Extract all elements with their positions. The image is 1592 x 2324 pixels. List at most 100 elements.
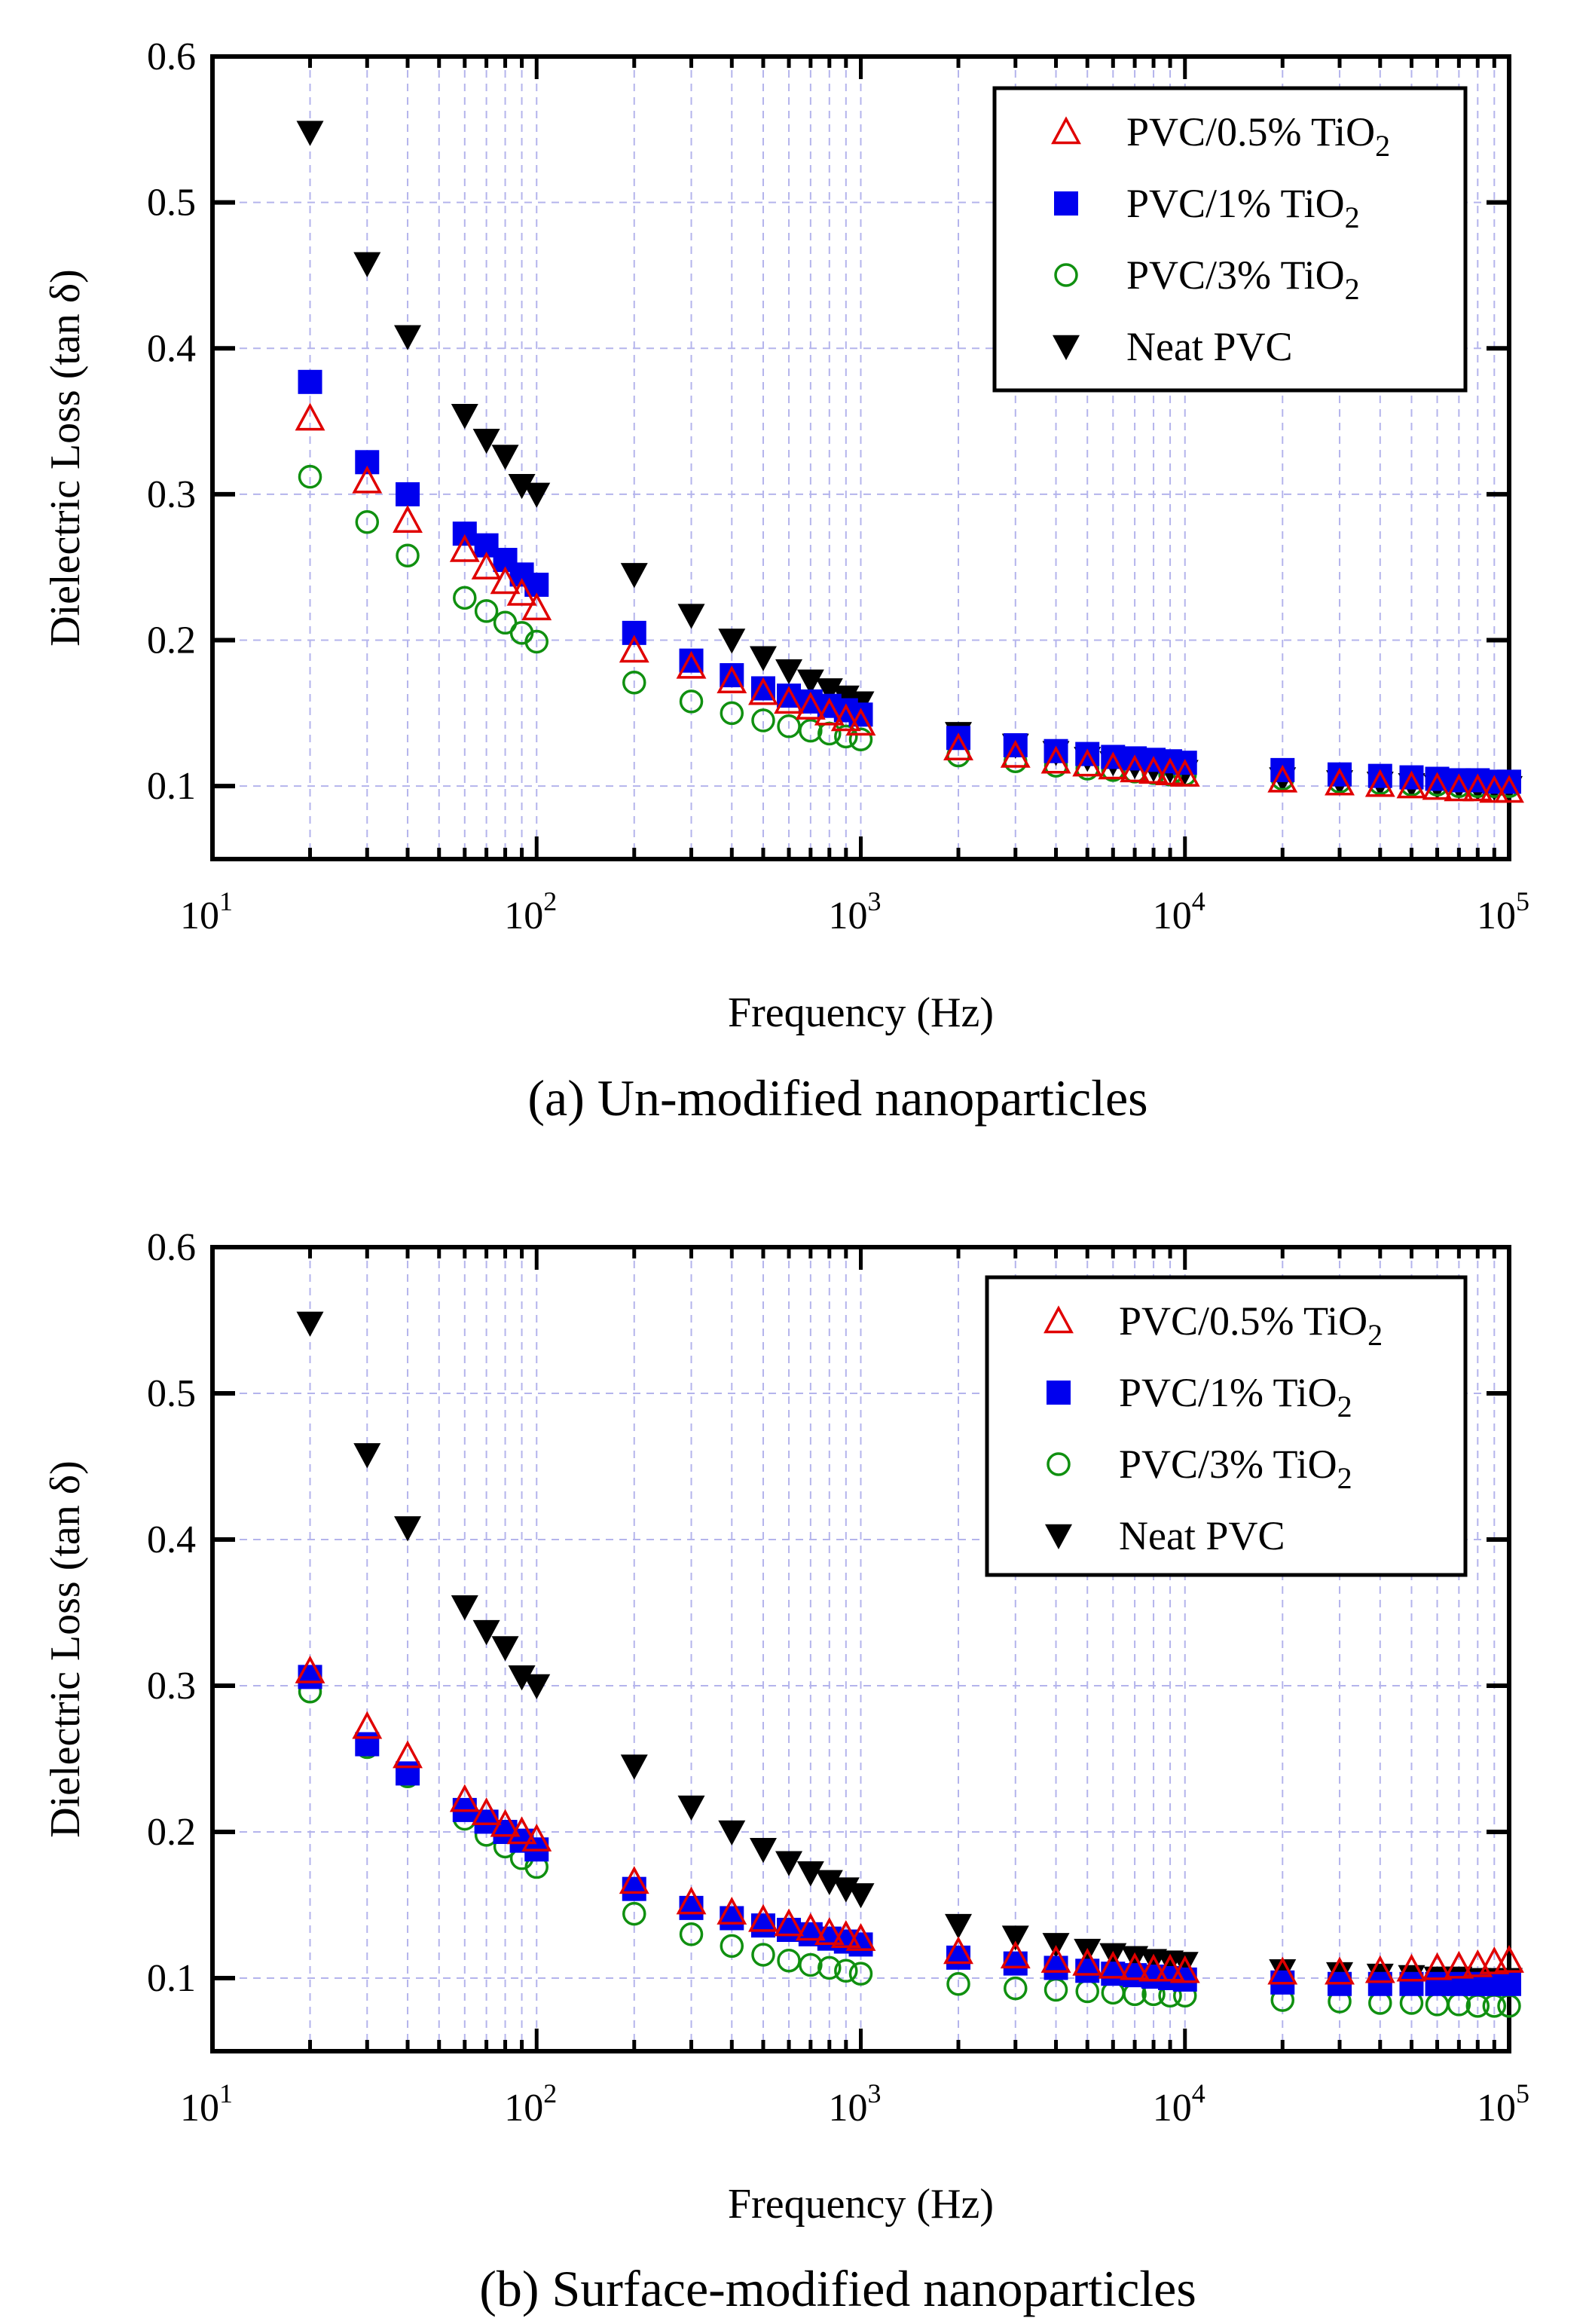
x-tick-exponent: 2	[543, 2078, 557, 2108]
x-tick-label: 104	[1153, 2078, 1205, 2130]
data-point	[1072, 748, 1103, 777]
x-tick-exponent: 5	[1516, 2078, 1529, 2108]
data-point	[845, 708, 876, 736]
data-point	[677, 604, 705, 629]
data-point	[848, 727, 873, 751]
data-point	[1267, 764, 1298, 793]
data-point	[1479, 775, 1510, 803]
x-tick-base: 10	[1477, 2087, 1516, 2130]
legend-marker	[1054, 191, 1078, 216]
data-point	[1121, 1946, 1149, 1971]
x-tick-label: 103	[829, 886, 882, 937]
data-point	[452, 521, 477, 546]
data-point	[352, 465, 383, 494]
data-point	[1120, 754, 1150, 783]
y-tick-label: 0.1	[147, 1957, 196, 2000]
data-point	[1040, 745, 1071, 774]
data-point	[720, 701, 744, 726]
y-tick-label: 0.4	[147, 1518, 196, 1561]
series-pvc-0-5-tio2	[295, 1655, 1524, 1985]
data-point	[1075, 1959, 1100, 1983]
y-axis-label: Dielectric Loss (tan δ)	[42, 1460, 89, 1838]
data-point	[1040, 1945, 1071, 1973]
data-point	[1425, 766, 1450, 791]
data-point	[815, 678, 843, 704]
data-point	[355, 509, 380, 534]
y-tick-label: 0.1	[147, 765, 196, 808]
data-point	[619, 1866, 649, 1894]
data-point	[508, 1665, 536, 1691]
legend-label-main: PVC/0.5% TiO	[1119, 1298, 1367, 1344]
data-point	[814, 1917, 845, 1946]
data-point	[451, 404, 478, 430]
data-point	[945, 1913, 973, 1940]
data-point	[295, 1655, 325, 1683]
data-point	[506, 1816, 537, 1845]
data-point	[847, 1883, 875, 1909]
legend: PVC/0.5% TiO2 PVC/1% TiO2 PVC/3% TiO2 Neat …	[985, 1275, 1468, 1577]
data-point	[1497, 1971, 1521, 1996]
data-point	[676, 650, 707, 679]
data-point	[355, 1732, 380, 1757]
legend-label-main: Neat PVC	[1119, 1513, 1285, 1558]
data-point	[777, 1948, 801, 1973]
legend-label-subscript: 2	[1375, 129, 1390, 163]
data-point	[1367, 1971, 1392, 1996]
legend-label-main: PVC/1% TiO	[1126, 181, 1345, 226]
data-point	[296, 1311, 324, 1337]
data-point	[619, 635, 649, 663]
data-point	[796, 669, 824, 695]
data-point	[449, 534, 480, 562]
data-point	[1101, 1962, 1126, 1986]
data-point	[1399, 1971, 1424, 1996]
legend-label: PVC/3% TiO2	[1119, 1442, 1352, 1495]
data-point	[1328, 762, 1352, 787]
x-tick-label: 101	[180, 886, 233, 937]
data-point	[679, 690, 704, 714]
data-point	[1003, 1951, 1028, 1976]
x-tick-base: 10	[504, 894, 543, 937]
x-tick-label: 104	[1153, 886, 1205, 937]
data-point	[1444, 1950, 1474, 1979]
x-tick-label: 101	[180, 2078, 233, 2130]
data-point	[353, 1443, 381, 1469]
data-point	[449, 1784, 480, 1812]
legend-marker	[1051, 116, 1081, 145]
data-point	[1044, 1956, 1068, 1980]
data-point	[1000, 739, 1031, 768]
data-point	[848, 1962, 873, 1986]
data-point	[1364, 769, 1395, 797]
data-point	[717, 665, 747, 693]
data-point	[720, 1906, 744, 1931]
y-tick-label: 0.3	[147, 1665, 196, 1708]
panel-caption: (a) Un-modified nanoparticles	[527, 1069, 1147, 1127]
data-point	[848, 702, 873, 727]
legend-label-main: PVC/3% TiO	[1126, 252, 1345, 298]
data-point	[796, 1861, 824, 1887]
legend-label-main: PVC/3% TiO	[1119, 1442, 1337, 1487]
data-point	[620, 563, 648, 589]
data-point	[748, 677, 778, 705]
data-point	[943, 1936, 973, 1965]
legend-marker	[1047, 1381, 1071, 1405]
data-point	[393, 1740, 423, 1769]
legend-label-subscript: 2	[1345, 272, 1360, 306]
data-point	[1364, 1955, 1395, 1983]
data-point	[1169, 1955, 1200, 1983]
data-point	[817, 1956, 842, 1980]
data-point	[298, 369, 322, 394]
data-point	[622, 1901, 646, 1926]
y-tick-label: 0.6	[147, 35, 196, 78]
data-point	[396, 543, 420, 567]
data-point	[799, 718, 823, 743]
data-point	[1138, 1953, 1169, 1982]
legend-label-main: PVC/0.5% TiO	[1126, 109, 1375, 154]
legend-label: PVC/1% TiO2	[1119, 1370, 1352, 1423]
x-tick-base: 10	[829, 894, 868, 937]
legend-label-subscript: 2	[1367, 1318, 1383, 1352]
y-tick-label: 0.5	[147, 1372, 196, 1415]
data-point	[1171, 1952, 1199, 1977]
